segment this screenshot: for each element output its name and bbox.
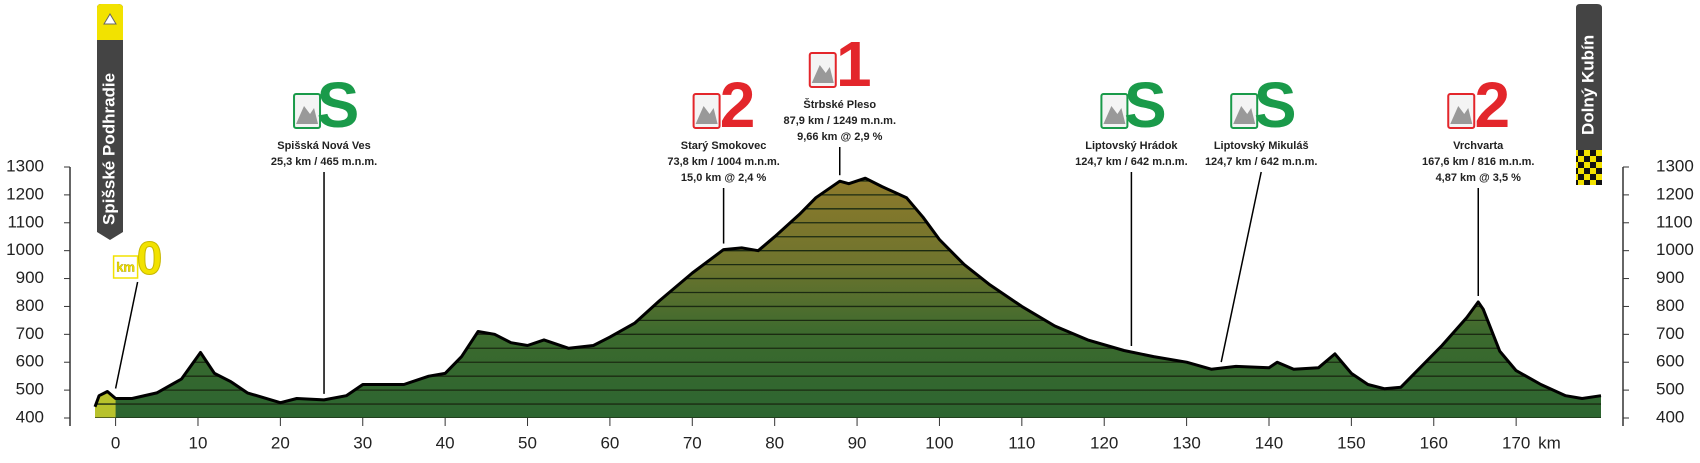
badge: S (1254, 69, 1297, 141)
x-tick-label: 80 (765, 433, 784, 452)
x-tick-label: 0 (111, 433, 120, 452)
km-zero-label: 0 (137, 232, 163, 284)
km-zero-box (112, 255, 139, 279)
annotation-label: 25,3 km / 465 m.n.m. (271, 156, 377, 168)
y-tick-label: 800 (16, 296, 44, 315)
x-tick-label: 170 (1502, 433, 1530, 452)
badge-icon-mark (811, 65, 834, 83)
x-tick-label: 10 (189, 433, 208, 452)
annotation-label: 9,66 km @ 2,9 % (797, 131, 883, 143)
y-tick-label: 600 (1656, 352, 1684, 371)
annotation-label: Starý Smokovec (681, 140, 767, 152)
badge: 2 (720, 69, 756, 141)
annotation-label: 4,87 km @ 3,5 % (1436, 172, 1522, 184)
y-tick-label: 1300 (6, 156, 44, 175)
annotation-pointer (1220, 171, 1262, 363)
start-banner: Spišské Podhradie (97, 4, 123, 240)
y-tick-label: 600 (16, 352, 44, 371)
annotation-label: 124,7 km / 642 m.n.m. (1075, 156, 1188, 168)
km-zero-unit: km (116, 259, 135, 274)
badge: S (317, 69, 360, 141)
badge-icon-mark (296, 106, 319, 124)
annotation-label: 73,8 km / 1004 m.n.m. (667, 156, 780, 168)
annotation-label: 167,6 km / 816 m.n.m. (1422, 156, 1535, 168)
y-tick-label: 800 (1656, 296, 1684, 315)
y-tick-label: 1300 (1656, 156, 1694, 175)
annotation-label: Liptovský Mikuláš (1214, 140, 1309, 152)
badge: 2 (1474, 69, 1510, 141)
y-tick-label: 500 (1656, 380, 1684, 399)
x-tick-label: 20 (271, 433, 290, 452)
y-tick-label: 900 (1656, 268, 1684, 287)
x-tick-label: 150 (1337, 433, 1365, 452)
annotation-label: 124,7 km / 642 m.n.m. (1205, 156, 1318, 168)
start-label: Spišské Podhradie (99, 73, 118, 225)
x-tick-label: 30 (353, 433, 372, 452)
x-tick-label: 100 (925, 433, 953, 452)
y-tick-label: 1100 (1656, 212, 1693, 231)
x-tick-label: 130 (1172, 433, 1200, 452)
y-tick-label: 1200 (6, 184, 44, 203)
annotation-label: Vrchvarta (1453, 140, 1504, 152)
annotation-label: Štrbské Pleso (803, 98, 876, 111)
y-tick-label: 1000 (6, 240, 44, 259)
annotation-label: 15,0 km @ 2,4 % (681, 172, 767, 184)
badge-icon-mark (1103, 106, 1126, 124)
x-tick-label: 120 (1090, 433, 1118, 452)
y-tick-label: 1200 (1656, 184, 1694, 203)
x-tick-label: 50 (518, 433, 537, 452)
x-tick-label: 160 (1420, 433, 1448, 452)
badge: S (1124, 69, 1167, 141)
y-tick-label: 900 (16, 268, 44, 287)
x-tick-label: 60 (600, 433, 619, 452)
y-tick-label: 700 (16, 324, 44, 343)
y-tick-label: 400 (1656, 407, 1684, 426)
x-tick-label: 90 (848, 433, 867, 452)
y-tick-label: 400 (16, 407, 44, 426)
badge-icon-mark (1233, 106, 1256, 124)
badge-icon-mark (695, 106, 718, 124)
annotation-label: Liptovský Hrádok (1085, 140, 1178, 152)
x-tick-label: 140 (1255, 433, 1283, 452)
y-tick-label: 700 (1656, 324, 1684, 343)
profile-line (93, 176, 1602, 408)
finish-label: Dolný Kubín (1578, 35, 1597, 135)
x-tick-label: 70 (683, 433, 702, 452)
y-tick-label: 500 (16, 380, 44, 399)
x-unit: km (1538, 433, 1561, 452)
x-tick-label: 40 (436, 433, 455, 452)
y-tick-label: 1000 (1656, 240, 1694, 259)
terrain-area (95, 178, 1601, 418)
annotation-label: 87,9 km / 1249 m.n.m. (784, 115, 897, 127)
km-zero-pointer (114, 281, 139, 389)
finish-banner: Dolný Kubín (1576, 4, 1602, 185)
badge: 1 (836, 28, 872, 100)
x-tick-label: 110 (1008, 433, 1035, 452)
annotation-label: Spišská Nová Ves (277, 140, 371, 152)
badge-icon-mark (1450, 106, 1473, 124)
y-tick-label: 1100 (7, 212, 44, 231)
